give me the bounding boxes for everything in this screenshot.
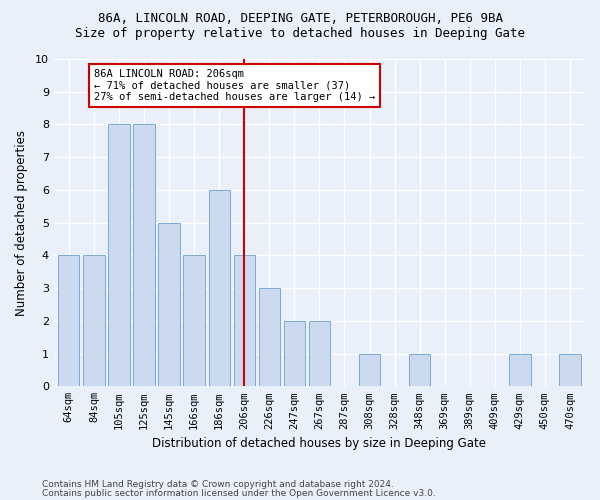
Text: Size of property relative to detached houses in Deeping Gate: Size of property relative to detached ho… — [75, 28, 525, 40]
Bar — [509, 354, 530, 386]
Text: Contains public sector information licensed under the Open Government Licence v3: Contains public sector information licen… — [42, 488, 436, 498]
X-axis label: Distribution of detached houses by size in Deeping Gate: Distribution of detached houses by size … — [152, 437, 487, 450]
Bar — [559, 354, 581, 386]
Bar — [184, 256, 205, 386]
Text: 86A LINCOLN ROAD: 206sqm
← 71% of detached houses are smaller (37)
27% of semi-d: 86A LINCOLN ROAD: 206sqm ← 71% of detach… — [94, 69, 375, 102]
Bar — [284, 321, 305, 386]
Bar — [233, 256, 255, 386]
Text: Contains HM Land Registry data © Crown copyright and database right 2024.: Contains HM Land Registry data © Crown c… — [42, 480, 394, 489]
Bar — [133, 124, 155, 386]
Bar — [259, 288, 280, 386]
Bar — [109, 124, 130, 386]
Bar — [359, 354, 380, 386]
Bar — [158, 222, 180, 386]
Bar — [409, 354, 430, 386]
Bar — [309, 321, 330, 386]
Bar — [83, 256, 104, 386]
Y-axis label: Number of detached properties: Number of detached properties — [15, 130, 28, 316]
Bar — [209, 190, 230, 386]
Bar — [58, 256, 79, 386]
Text: 86A, LINCOLN ROAD, DEEPING GATE, PETERBOROUGH, PE6 9BA: 86A, LINCOLN ROAD, DEEPING GATE, PETERBO… — [97, 12, 503, 26]
